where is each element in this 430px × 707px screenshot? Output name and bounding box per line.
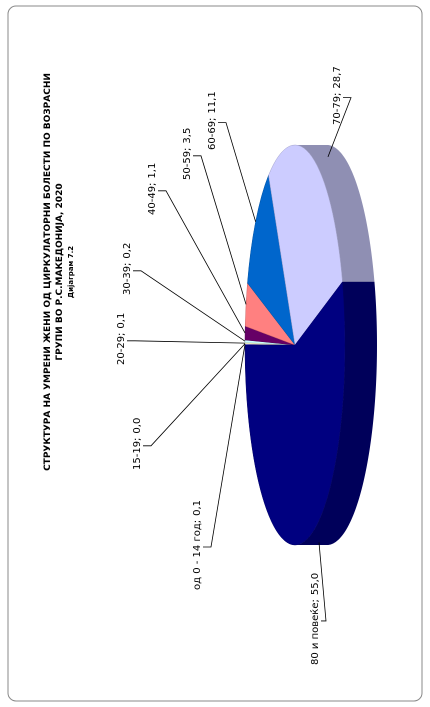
chart-subtitle: ГРУПИ ВО Р.С.МАКЕДОНИЈА, 2020 [55, 183, 65, 360]
label-separator: ; [122, 263, 133, 266]
label-separator: ; [310, 599, 321, 602]
data-label: 30-39; 0,2 [122, 243, 133, 295]
label-separator: ; [332, 93, 343, 96]
category-label: 15-19 [132, 441, 143, 470]
data-label: од 0 - 14 год; 0,1 [192, 500, 203, 590]
chart-caption: Дијаграм 7.2 [67, 246, 75, 298]
leader-line [193, 155, 247, 305]
data-label: 20-29; 0,1 [116, 313, 127, 365]
slice [247, 174, 296, 346]
value-label: 55,0 [310, 573, 321, 595]
slice-side [295, 281, 377, 545]
value-label: 0,1 [192, 500, 203, 516]
label-separator: ; [116, 333, 127, 336]
value-label: 11,1 [207, 91, 218, 113]
data-label: 50-59; 3,5 [182, 128, 193, 180]
category-label: 20-29 [116, 336, 127, 365]
label-separator: ; [132, 438, 143, 441]
leader-line [133, 270, 246, 342]
leader-line [318, 542, 327, 622]
category-label: 50-59 [182, 151, 193, 180]
category-label: 40-49 [147, 186, 158, 215]
leader-line [143, 343, 246, 447]
value-label: 3,5 [182, 128, 193, 144]
value-label: 1,1 [147, 163, 158, 179]
leader-line [218, 122, 257, 222]
slice [268, 144, 343, 346]
data-label: 40-49; 1,1 [147, 163, 158, 215]
category-label: 60-69 [207, 121, 218, 150]
category-label: од 0 - 14 год [192, 523, 203, 590]
leader-line [327, 97, 352, 158]
slice [244, 281, 346, 546]
data-label: 70-79; 28,7 [332, 66, 343, 125]
rotated-chart: СТРУКТУРА НА УМРЕНИ ЖЕНИ ОД ЦИРКУЛАТОРНИ… [43, 66, 377, 665]
value-label: 0,1 [116, 313, 127, 329]
category-label: 30-39 [122, 266, 133, 295]
value-label: 28,7 [332, 66, 343, 88]
chart-title: СТРУКТУРА НА УМРЕНИ ЖЕНИ ОД ЦИРКУЛАТОРНИ… [43, 73, 53, 471]
label-separator: ; [192, 520, 203, 523]
data-label: 60-69; 11,1 [207, 91, 218, 150]
data-label: 80 и повеќе; 55,0 [309, 573, 321, 665]
leader-line [203, 344, 246, 548]
label-separator: ; [182, 148, 193, 151]
slice-side [295, 145, 375, 282]
category-label: 70-79 [332, 96, 343, 125]
leader-line [158, 190, 246, 334]
label-separator: ; [147, 183, 158, 186]
category-label: 80 и повеќе [309, 603, 321, 665]
leader-line [127, 340, 246, 344]
label-separator: ; [207, 118, 218, 121]
value-label: 0,0 [132, 418, 143, 434]
data-label: 15-19; 0,0 [132, 418, 143, 470]
value-label: 0,2 [122, 243, 133, 259]
